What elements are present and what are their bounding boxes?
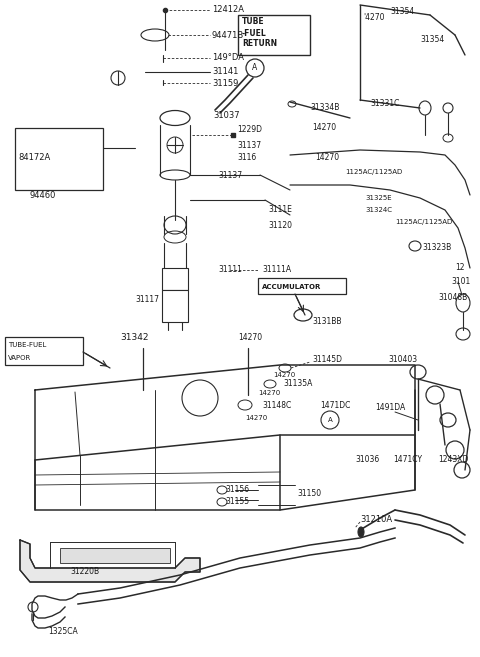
Text: -FUEL: -FUEL: [242, 28, 267, 37]
Text: '4270: '4270: [363, 14, 384, 22]
Text: A: A: [252, 64, 258, 72]
Text: 3131BB: 3131BB: [312, 317, 341, 327]
Text: 12: 12: [455, 263, 465, 273]
Text: 1125AC/1125AD: 1125AC/1125AD: [395, 219, 452, 225]
Text: 3101: 3101: [451, 277, 470, 286]
Text: 31159: 31159: [212, 78, 239, 87]
Bar: [238, 15, 310, 55]
Bar: [5, 337, 83, 365]
Text: 31323B: 31323B: [422, 244, 451, 252]
Text: 31137: 31137: [237, 141, 261, 150]
Text: 31155: 31155: [225, 497, 249, 507]
Text: 31048B: 31048B: [438, 294, 467, 302]
Text: 31111A: 31111A: [262, 265, 291, 275]
Text: A: A: [328, 417, 332, 423]
Text: 310403: 310403: [388, 355, 417, 365]
Text: 31342: 31342: [120, 334, 148, 342]
Text: 31210A: 31210A: [360, 516, 392, 524]
Text: 31150: 31150: [297, 489, 321, 497]
Text: TUBE-FUEL: TUBE-FUEL: [8, 342, 47, 348]
Text: 1325CA: 1325CA: [48, 627, 78, 637]
Text: 14270: 14270: [245, 415, 267, 421]
Bar: [60, 548, 170, 563]
Text: 1491DA: 1491DA: [375, 403, 405, 413]
Polygon shape: [20, 540, 200, 582]
Text: 31117: 31117: [135, 296, 159, 304]
Text: 31324C: 31324C: [365, 207, 392, 213]
Text: 31331C: 31331C: [370, 99, 399, 108]
Text: 31120: 31120: [268, 221, 292, 229]
Text: VAPOR: VAPOR: [8, 355, 31, 361]
Text: 12412A: 12412A: [212, 5, 244, 14]
Text: 14270: 14270: [273, 372, 295, 378]
Text: 31220B: 31220B: [70, 568, 99, 576]
Text: 31036: 31036: [355, 455, 379, 464]
Ellipse shape: [358, 527, 364, 537]
Text: 31148C: 31148C: [262, 401, 291, 409]
Text: 31037: 31037: [213, 110, 240, 120]
Text: 84172A: 84172A: [18, 152, 50, 162]
Text: 31137: 31137: [218, 171, 242, 179]
Text: 1229D: 1229D: [237, 125, 262, 135]
Text: 31135A: 31135A: [283, 380, 312, 388]
Text: 31325E: 31325E: [365, 195, 392, 201]
Text: 1243XD: 1243XD: [438, 455, 468, 464]
Text: RETURN: RETURN: [242, 39, 277, 49]
Text: 149°DA: 149°DA: [212, 53, 244, 62]
Text: 31145D: 31145D: [312, 355, 342, 365]
Bar: [162, 290, 188, 322]
Text: 31156: 31156: [225, 486, 249, 495]
Bar: [258, 278, 346, 294]
Text: 31354: 31354: [390, 7, 414, 16]
Bar: [162, 268, 188, 290]
Text: 31354: 31354: [420, 35, 444, 45]
Text: 3111E: 3111E: [268, 206, 292, 214]
Text: 14270: 14270: [258, 390, 280, 396]
Text: 14270: 14270: [312, 124, 336, 133]
Text: 31111: 31111: [218, 265, 242, 275]
Bar: [15, 128, 103, 190]
Text: 94460: 94460: [30, 191, 56, 200]
Text: 31141: 31141: [212, 68, 239, 76]
Text: 94471B: 94471B: [212, 30, 244, 39]
Text: 14270: 14270: [315, 154, 339, 162]
Text: 31334B: 31334B: [310, 104, 339, 112]
Text: TUBE: TUBE: [242, 18, 264, 26]
Text: 14270: 14270: [238, 334, 262, 342]
Text: 1471CY: 1471CY: [393, 455, 422, 464]
Text: 3116: 3116: [237, 154, 256, 162]
Text: ACCUMULATOR: ACCUMULATOR: [262, 284, 322, 290]
Text: 1471DC: 1471DC: [320, 401, 350, 409]
Text: 1125AC/1125AD: 1125AC/1125AD: [345, 169, 402, 175]
